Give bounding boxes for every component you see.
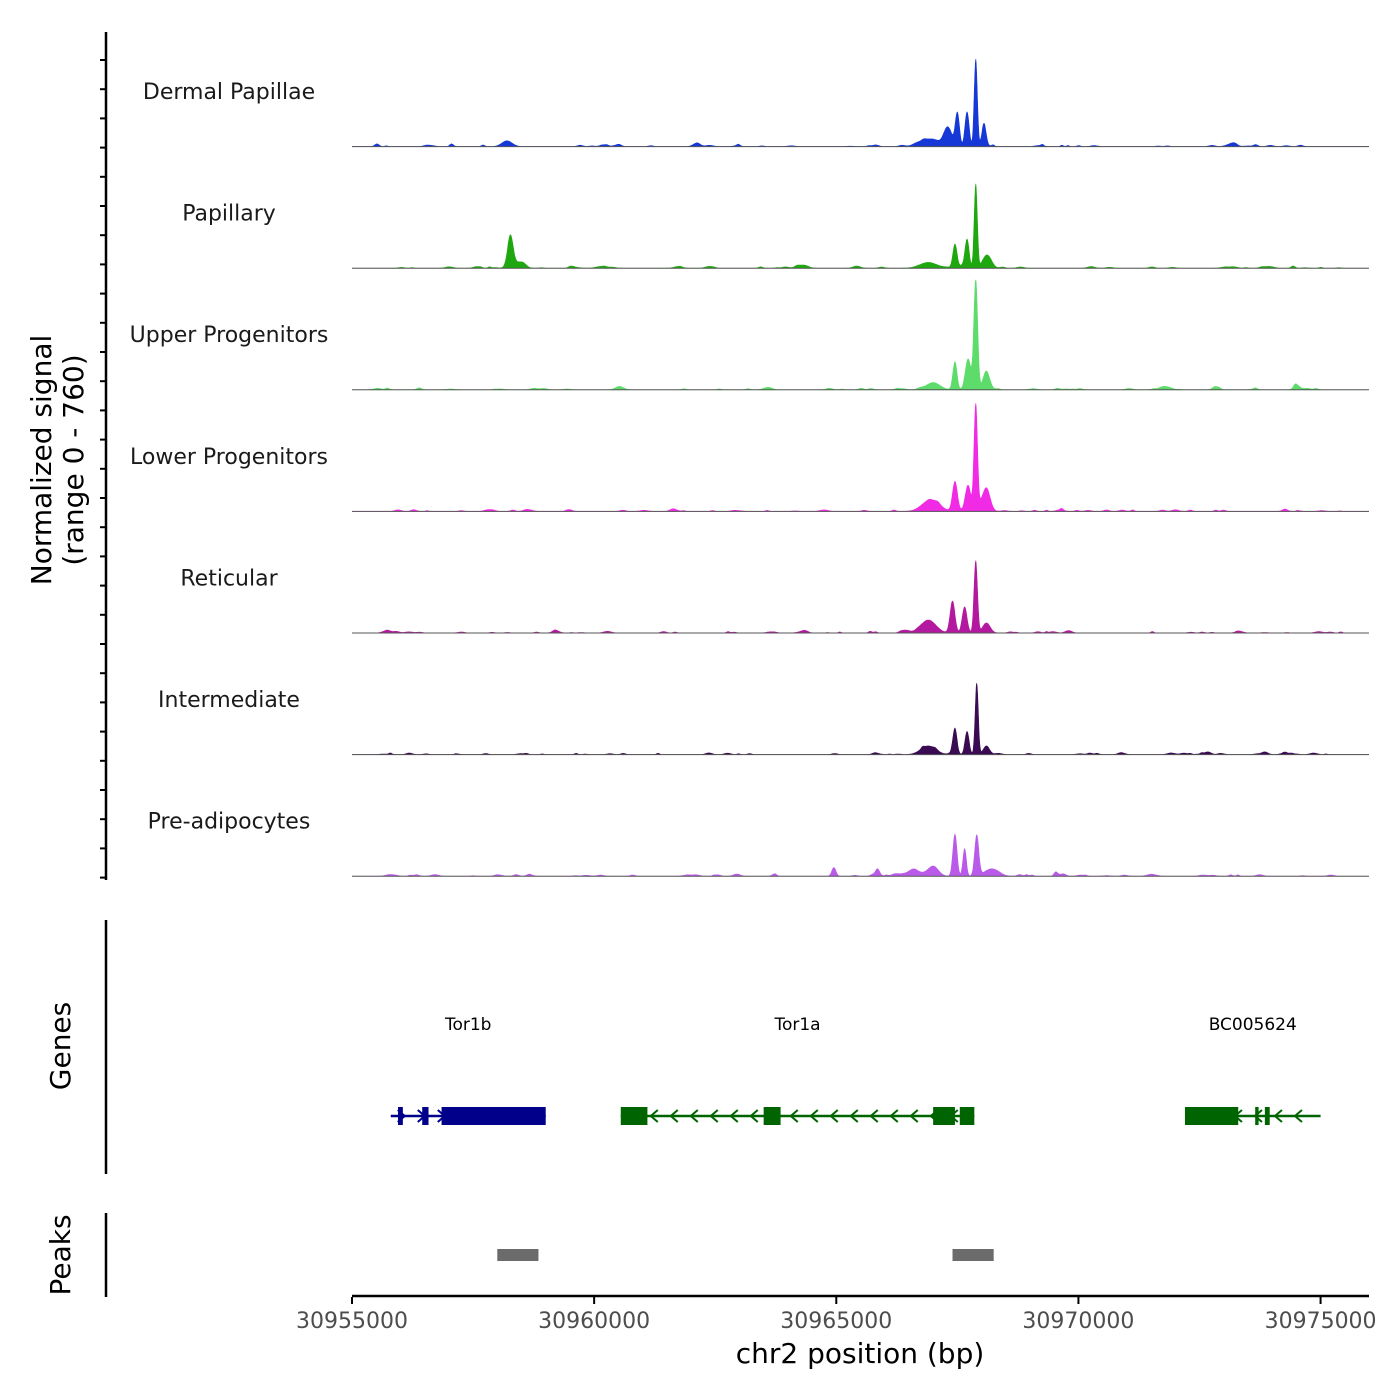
y-axis-range-label: (range 0 - 760): [57, 354, 90, 565]
gene-exon: [398, 1107, 403, 1125]
signal-track-intermediate: [352, 683, 1369, 755]
track-label: Dermal Papillae: [143, 80, 315, 105]
gene-label: Tor1a: [773, 1015, 820, 1035]
peak-region-bar: [952, 1249, 994, 1261]
signal-track-pre-adipocytes: [352, 833, 1369, 877]
gene-exon: [620, 1107, 648, 1125]
gene-exon: [933, 1107, 955, 1125]
x-tick-label: 30960000: [538, 1309, 650, 1334]
strand-arrow: [1253, 1109, 1263, 1123]
gene-label: Tor1b: [444, 1015, 492, 1035]
track-label: Lower Progenitors: [130, 445, 328, 470]
axis-layer: Normalized signal (range 0 - 760) Genes …: [25, 32, 1369, 1370]
gene-exon: [1184, 1107, 1239, 1125]
track-label: Upper Progenitors: [130, 323, 329, 348]
x-ticks: 30955000 30960000 30965000 30970000 30975000: [296, 1297, 1377, 1334]
strand-arrow: [649, 1109, 659, 1123]
strand-arrow: [689, 1109, 699, 1123]
strand-arrow: [749, 1109, 759, 1123]
gene-exon: [959, 1107, 975, 1125]
strand-arrow: [1273, 1109, 1283, 1123]
gene-exon: [1255, 1107, 1259, 1125]
peak-regions: [497, 1249, 994, 1261]
gene-exon: [422, 1107, 429, 1125]
strand-arrow: [709, 1109, 719, 1123]
signal-track-dermal-papillae: [352, 58, 1369, 147]
y-tick-marks: [100, 59, 106, 879]
x-tick-label: 30965000: [780, 1309, 892, 1334]
strand-arrow: [669, 1109, 679, 1123]
gene-annotations: Tor1b Tor1a BC005624: [390, 1015, 1321, 1125]
peaks-track-title: Peaks: [44, 1214, 77, 1295]
strand-arrow: [829, 1109, 839, 1123]
x-tick-label: 30975000: [1265, 1309, 1377, 1334]
gene-exon: [441, 1107, 546, 1125]
x-tick-label: 30970000: [1022, 1309, 1134, 1334]
signal-track-lower-progenitors: [352, 403, 1369, 512]
track-label: Reticular: [180, 566, 278, 591]
strand-arrow: [1293, 1109, 1303, 1123]
signal-track-reticular: [352, 560, 1369, 634]
track-label: Papillary: [182, 202, 276, 227]
track-label: Pre-adipocytes: [148, 810, 311, 835]
y-axis-title: Normalized signal: [25, 335, 58, 586]
strand-arrow: [849, 1109, 859, 1123]
strand-arrow: [809, 1109, 819, 1123]
peak-region-bar: [497, 1249, 539, 1261]
signal-track-upper-progenitors: [352, 279, 1369, 391]
strand-arrow: [889, 1109, 899, 1123]
gene-exon: [763, 1107, 781, 1125]
gene-label: BC005624: [1209, 1015, 1297, 1035]
x-tick-label: 30955000: [296, 1309, 408, 1334]
strand-arrow: [789, 1109, 799, 1123]
gene-exon: [1264, 1107, 1270, 1125]
genes-track-title: Genes: [44, 1002, 77, 1090]
strand-arrow: [909, 1109, 919, 1123]
strand-arrow: [869, 1109, 879, 1123]
signal-track-papillary: [352, 183, 1369, 269]
track-label: Intermediate: [158, 688, 300, 713]
signal-tracks: Dermal Papillae Papillary Upper Progenitor…: [130, 58, 1369, 877]
strand-arrow: [729, 1109, 739, 1123]
x-axis-title: chr2 position (bp): [736, 1337, 985, 1370]
